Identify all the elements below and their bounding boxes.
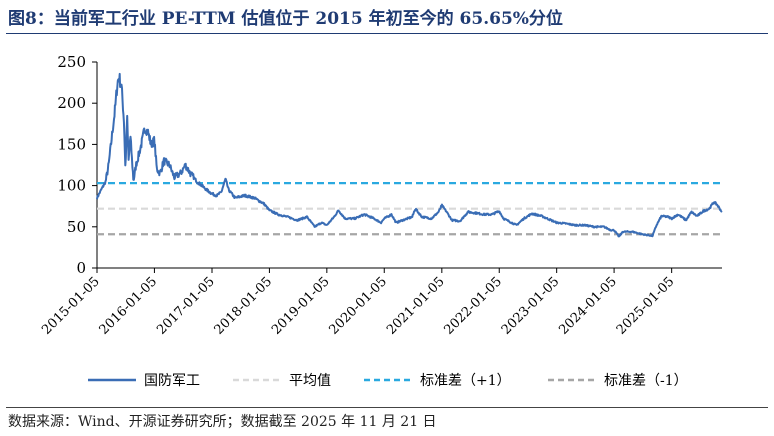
x-tick-label: 2022-01-05	[441, 274, 505, 338]
figure-title: 图8：当前军工行业 PE-TTM 估值位于 2015 年初至今的 65.65%分…	[8, 9, 563, 29]
legend-item-mean: 平均值	[233, 373, 331, 389]
x-tick-label: 2024-01-05	[556, 274, 620, 338]
x-tick-label: 2015-01-05	[39, 274, 103, 338]
x-axis-ticks: 2015-01-052016-01-052017-01-052018-01-05…	[39, 268, 677, 338]
legend-label: 标准差（+1）	[420, 373, 511, 389]
y-tick-label: 250	[57, 53, 86, 71]
legend-item-minus-one-std: 标准差（-1）	[548, 373, 688, 389]
x-tick-label: 2021-01-05	[384, 274, 448, 338]
source-divider	[6, 407, 768, 408]
legend-label: 标准差（-1）	[604, 373, 688, 389]
series-layer	[96, 72, 723, 238]
x-tick-label: 2020-01-05	[326, 274, 390, 338]
chart-axes	[96, 62, 722, 269]
legend-label: 国防军工	[144, 373, 200, 389]
y-tick-label: 200	[57, 94, 86, 112]
y-tick-label: 0	[76, 259, 86, 277]
x-tick-label: 2018-01-05	[212, 274, 276, 338]
legend-item-defense-industry: 国防军工	[88, 373, 200, 389]
x-tick-label: 2025-01-05	[614, 274, 678, 338]
x-tick-label: 2017-01-05	[154, 274, 218, 338]
data-source-note: 数据来源：Wind、开源证券研究所；数据截至 2025 年 11 月 21 日	[8, 414, 437, 430]
y-tick-label: 50	[67, 218, 86, 236]
y-tick-label: 100	[57, 177, 86, 195]
legend-label: 平均值	[289, 373, 331, 389]
x-tick-label: 2023-01-05	[499, 274, 563, 338]
reference-lines	[97, 182, 722, 236]
title-divider	[6, 33, 768, 34]
legend-item-plus-one-std: 标准差（+1）	[364, 373, 511, 389]
series-line-defense-industry	[96, 72, 723, 238]
x-tick-label: 2016-01-05	[97, 274, 161, 338]
chart-legend: 国防军工 平均值 标准差（+1） 标准差（-1）	[88, 373, 688, 389]
y-axis-ticks: 0 50 100 150 200 250	[57, 53, 97, 277]
x-tick-label: 2019-01-05	[269, 274, 333, 338]
y-tick-label: 150	[57, 135, 86, 153]
